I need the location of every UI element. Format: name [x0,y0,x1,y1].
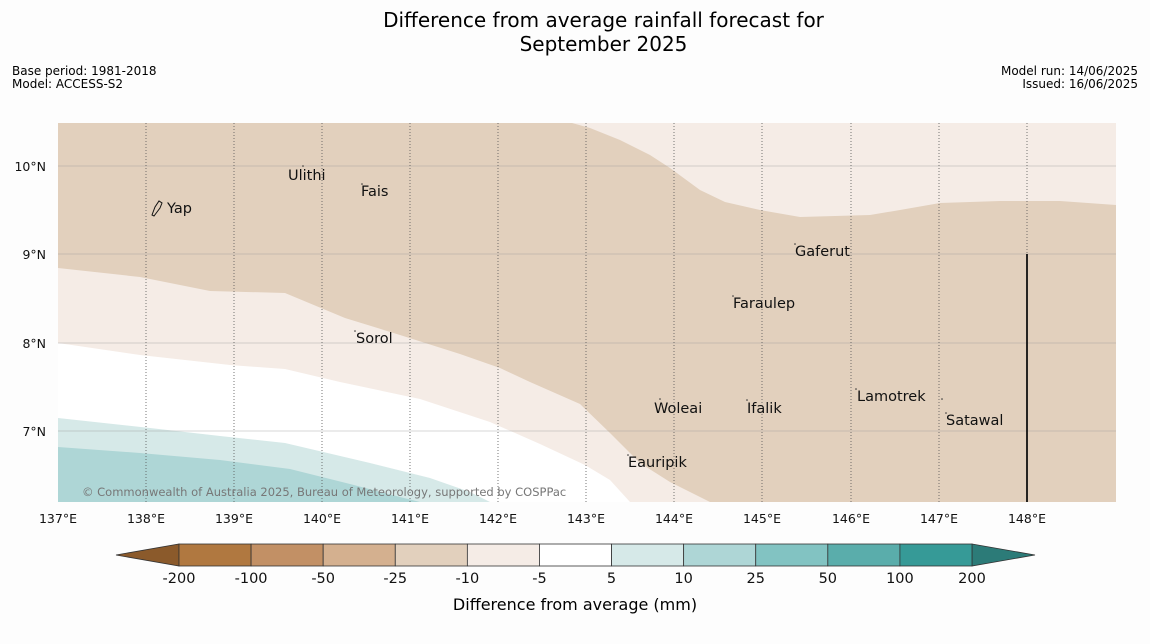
lon-tick-label: 148°E [1008,511,1046,526]
colorbar-tick-label: -25 [383,571,407,587]
colorbar-boxes [178,543,973,567]
island-dot [855,388,857,390]
lat-tick-label: 7°N [22,424,46,439]
colorbar-tick-label: 200 [958,571,986,587]
region-plus-10-25 [58,447,420,502]
colorbar-high-extend [971,543,1036,567]
lon-tick-label: 139°E [215,511,253,526]
island-dot [941,398,943,400]
island-dot [659,398,661,400]
place-label-gaferut: Gaferut [795,244,850,260]
colorbar-box [178,543,252,567]
lon-tick-label: 143°E [567,511,605,526]
chart-title: Difference from average rainfall forecas… [0,8,1150,56]
colorbar-box [539,543,612,567]
base-period-info: Base period: 1981-2018 Model: ACCESS-S2 [12,65,157,91]
yap-island [151,200,163,217]
colorbar-box [322,543,396,567]
colorbar-box [394,543,468,567]
lon-tick-label: 138°E [127,511,165,526]
colorbar-tick-labels: -200 -100 -50 -25 -10 -5 5 10 25 50 100 200 [163,571,986,587]
place-labels: Yap Ulithi Fais Gaferut Faraulep Sorol W… [166,168,1003,471]
lat-tick-label: 10°N [14,159,46,174]
colorbar-label: Difference from average (mm) [453,595,697,614]
island-dot [794,243,796,245]
model-run: Model run: 14/06/2025 [1000,64,1138,78]
island-dots [302,165,947,456]
place-label-woleai: Woleai [654,401,702,417]
colorbar-box [683,543,757,567]
colorbar-tick-label: 50 [819,571,837,587]
colorbar-tick-label: -10 [456,571,480,587]
place-label-sorol: Sorol [356,331,393,347]
title-line-1: Difference from average rainfall forecas… [383,8,824,32]
lon-axis: 137°E 138°E 139°E 140°E 141°E 142°E 143°… [39,511,1046,526]
colorbar-box [755,543,829,567]
colorbar-box [827,543,901,567]
island-dot [732,295,734,297]
lat-tick-label: 9°N [22,247,46,262]
lon-tick-label: 144°E [655,511,693,526]
base-period: Base period: 1981-2018 [12,64,157,78]
place-label-ulithi: Ulithi [288,168,326,184]
lon-tick-label: 140°E [303,511,341,526]
place-label-yap: Yap [166,201,192,217]
colorbar-tick-label: -100 [235,571,268,587]
colorbar-tick-label: 25 [747,571,765,587]
colorbar-box [611,543,685,567]
copyright-notice: © Commonwealth of Australia 2025, Bureau… [82,485,566,499]
colorbar-low-extend [115,543,180,567]
colorbar-tick-label: -5 [532,571,546,587]
colorbar-tick-label: -200 [163,571,196,587]
colorbar-tick-label: -50 [311,571,335,587]
lon-tick-label: 147°E [920,511,958,526]
lon-tick-label: 141°E [391,511,429,526]
colorbar: -200 -100 -50 -25 -10 -5 5 10 25 50 100 200 Differe… [115,543,1036,614]
island-dot [354,330,356,332]
colorbar-tick-label: 100 [886,571,914,587]
island-dot [302,165,304,167]
title-line-2: September 2025 [519,32,688,56]
colorbar-box [899,543,973,567]
map-panel: Yap Ulithi Fais Gaferut Faraulep Sorol W… [58,123,1116,502]
island-dot [361,183,363,185]
lon-gridlines [145,123,1028,502]
colorbar-box [466,543,540,567]
island-dot [945,412,947,414]
lat-axis: 10°N 9°N 8°N 7°N [14,159,46,439]
region-minus-10-5-north [572,123,1116,217]
lon-tick-label: 146°E [832,511,870,526]
issued-date: Issued: 16/06/2025 [1022,77,1138,91]
lat-tick-label: 8°N [22,336,46,351]
place-label-eauripik: Eauripik [628,455,687,471]
model-name: Model: ACCESS-S2 [12,77,124,91]
place-label-ifalik: Ifalik [747,401,782,417]
place-label-lamotrek: Lamotrek [857,389,926,405]
lon-tick-label: 142°E [479,511,517,526]
place-label-satawal: Satawal [946,413,1003,429]
place-label-faraulep: Faraulep [733,296,795,312]
island-dot [627,454,629,456]
model-run-info: Model run: 14/06/2025 Issued: 16/06/2025 [1001,65,1138,91]
lon-tick-label: 137°E [39,511,77,526]
colorbar-tick-label: 10 [674,571,692,587]
lon-tick-label: 145°E [743,511,781,526]
colorbar-tick-label: 5 [607,571,616,587]
island-dot [746,399,748,401]
place-label-fais: Fais [361,184,388,200]
colorbar-box [250,543,324,567]
